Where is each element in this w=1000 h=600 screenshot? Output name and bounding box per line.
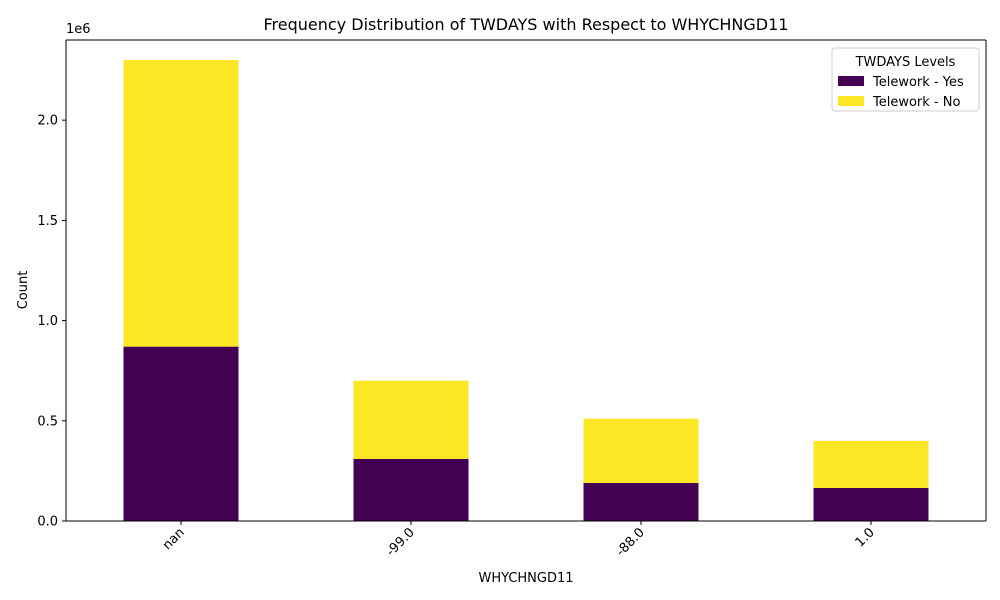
y-tick-label: 0.5 [37, 414, 58, 429]
y-tick-label: 0.0 [37, 515, 58, 530]
x-tick-label: nan [160, 525, 188, 553]
bar-telework-no-0 [123, 60, 239, 347]
legend-title: TWDAYS Levels [855, 55, 956, 70]
bar-telework-no-3 [813, 440, 929, 488]
bar-telework-yes-0 [123, 346, 239, 521]
bar-telework-no-1 [353, 380, 469, 459]
y-axis-label: Count [16, 271, 31, 310]
bar-telework-yes-3 [813, 487, 929, 521]
y-tick-label: 1.0 [37, 314, 58, 329]
bar-telework-no-2 [583, 418, 699, 483]
legend-swatch [838, 76, 864, 86]
x-tick-label: 1.0 [853, 525, 878, 550]
legend: TWDAYS Levels Telework - Yes Telework - No [831, 47, 980, 112]
legend-entry-label: Telework - No [872, 95, 960, 110]
x-tick-label: -88.0 [613, 525, 647, 559]
x-tick-label: -99.0 [383, 525, 417, 559]
y-scale-label: 1e6 [66, 22, 91, 37]
legend-box [831, 47, 980, 112]
chart-title: Frequency Distribution of TWDAYS with Re… [264, 15, 789, 34]
y-tick-label: 2.0 [37, 114, 58, 129]
y-tick-label: 1.5 [37, 214, 58, 229]
legend-entry-label: Telework - Yes [872, 75, 964, 90]
legend-swatch [838, 96, 864, 106]
plot-area: 0.0 0.5 1.0 1.5 2.0 nan -99.0 -88.0 1.0 [37, 39, 987, 560]
bar-telework-yes-2 [583, 482, 699, 521]
x-axis-label: WHYCHNGD11 [478, 571, 573, 586]
bar-telework-yes-1 [353, 458, 469, 521]
